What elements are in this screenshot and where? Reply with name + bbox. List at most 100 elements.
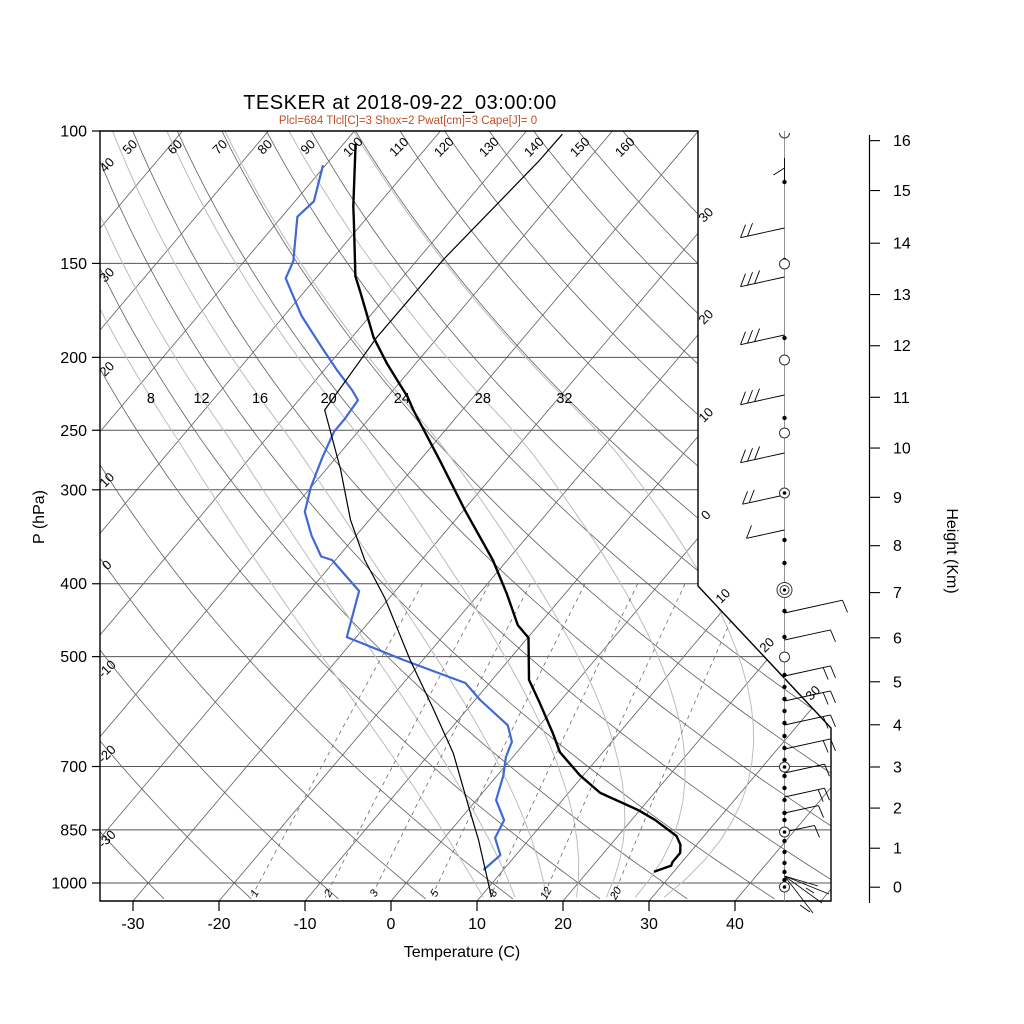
moist-adiabat-line (288, 131, 686, 898)
dry-adiabat-line (100, 131, 165, 900)
wind-staff (740, 452, 785, 464)
height-axis-title: Height (Km) (943, 508, 960, 593)
dry-adiabat-line (622, 131, 831, 900)
dry-adiabat-top-label: 130 (476, 134, 502, 160)
background-grid (0, 131, 831, 901)
isotherm-line (820, 131, 831, 901)
pressure-tick-label: 150 (60, 256, 87, 273)
wind-level-dot (782, 838, 787, 844)
dry-adiabat-line (533, 131, 831, 900)
dry-adiabat-line (100, 131, 775, 900)
wind-fan-line (784, 875, 823, 904)
pressure-tick-label: 300 (60, 482, 87, 499)
isotherm-line (0, 131, 96, 901)
height-tick-label: 5 (893, 674, 902, 691)
wind-barb-tick (754, 388, 761, 402)
moist-adiabat-label: 24 (394, 391, 410, 407)
plot-border (99, 130, 832, 902)
dry-adiabat-line (577, 131, 831, 900)
wind-staff (740, 394, 785, 406)
wind-barb-tick (830, 665, 836, 679)
wind-staff (784, 787, 825, 798)
wind-level-dot (782, 765, 787, 769)
wind-barb-tick (740, 273, 746, 287)
pressure-axis: 100 150 200 250 300 400 500 700 850 1000 P (hPa) (31, 124, 100, 893)
wind-barb-tick (830, 690, 836, 704)
wind-barb-tick (824, 788, 830, 801)
temperature-tick-label: -20 (207, 916, 230, 933)
wind-level-dot (782, 810, 787, 816)
mixing-ratio-line (542, 583, 686, 898)
wind-barb-tick (754, 328, 761, 342)
temperature-tick-label: 0 (387, 916, 396, 933)
moist-adiabat-line (100, 131, 484, 898)
sounding-curves (284, 133, 682, 898)
wind-level-dot (782, 877, 787, 883)
height-tick-label: 12 (893, 338, 911, 355)
temperature-tick-label: 40 (726, 916, 744, 933)
wind-level-dot (782, 684, 787, 690)
wet-bulb-curve (324, 133, 563, 898)
wind-barb-tick (842, 600, 848, 613)
height-tick-label: 8 (893, 538, 902, 555)
isotherm-line (100, 131, 699, 901)
height-tick-label: 6 (893, 630, 902, 647)
wind-barb-tick (822, 716, 829, 729)
moist-adiabat-line (353, 131, 755, 898)
isotherm-line (648, 131, 831, 901)
moist-adiabat-label: 32 (556, 391, 572, 407)
mixing-ratio-label: 3 (368, 887, 382, 899)
moist-adiabat-label: 28 (475, 391, 491, 407)
isotherm-line (100, 131, 269, 901)
wind-fan-line (784, 875, 814, 914)
wind-staff (784, 599, 843, 614)
mixing-ratio-label: 1 (248, 888, 261, 899)
wind-staff (784, 629, 831, 641)
wind-level-double-circle-inner (779, 585, 790, 595)
wind-barb-tick (747, 271, 753, 286)
page-title: TESKER at 2018-09-22_03:00:00 (243, 92, 557, 114)
wind-staff (784, 714, 831, 726)
wind-fan-tick (799, 904, 811, 913)
wind-staff (740, 334, 785, 346)
moist-adiabat-label: 8 (147, 391, 155, 407)
height-tick-label: 16 (893, 133, 911, 150)
wind-level-dot (782, 745, 787, 751)
dry-adiabat-top-label: 90 (297, 136, 318, 157)
wind-level-dot (782, 733, 787, 739)
pressure-tick-label: 100 (60, 124, 87, 141)
dry-adiabat-left-label: -20 (95, 742, 119, 766)
dry-adiabat-top-label: 60 (164, 136, 185, 157)
wind-level-semicircle (779, 132, 790, 139)
wind-barb-tick (824, 764, 830, 777)
dewpoint-curve (284, 164, 513, 871)
isotherm-right-label: 10 (712, 585, 733, 606)
wind-barb-tick (740, 449, 746, 463)
wind-level-dot (782, 335, 787, 341)
wind-level-dot (782, 849, 787, 855)
wind-barb-tick (747, 447, 753, 462)
wind-barb-tick (773, 167, 785, 176)
isotherm-right-label: 0 (698, 507, 714, 523)
dry-adiabat-line (399, 131, 831, 900)
wind-level-dot (782, 817, 787, 823)
height-tick-label: 4 (893, 717, 902, 734)
dry-adiabat-line (100, 131, 339, 900)
wind-level-dot (782, 797, 787, 803)
moist-adiabat-label: 16 (252, 391, 268, 407)
wind-barb-tick (754, 446, 761, 460)
isotherm-line (734, 131, 831, 901)
temperature-axis-title: Temperature (C) (404, 944, 520, 961)
dry-adiabat-line (132, 131, 831, 900)
pressure-tick-label: 400 (60, 576, 87, 593)
pressure-tick-label: 500 (60, 649, 87, 666)
temperature-curve (352, 143, 682, 873)
height-tick-label: 15 (893, 183, 911, 200)
dry-adiabat-line (100, 131, 426, 900)
dry-adiabat-top-label: 70 (209, 136, 230, 157)
wind-level-dot (782, 720, 787, 726)
height-tick-label: 10 (893, 441, 911, 458)
wind-barb-tick (754, 270, 761, 284)
pressure-tick-label: 200 (60, 350, 87, 367)
